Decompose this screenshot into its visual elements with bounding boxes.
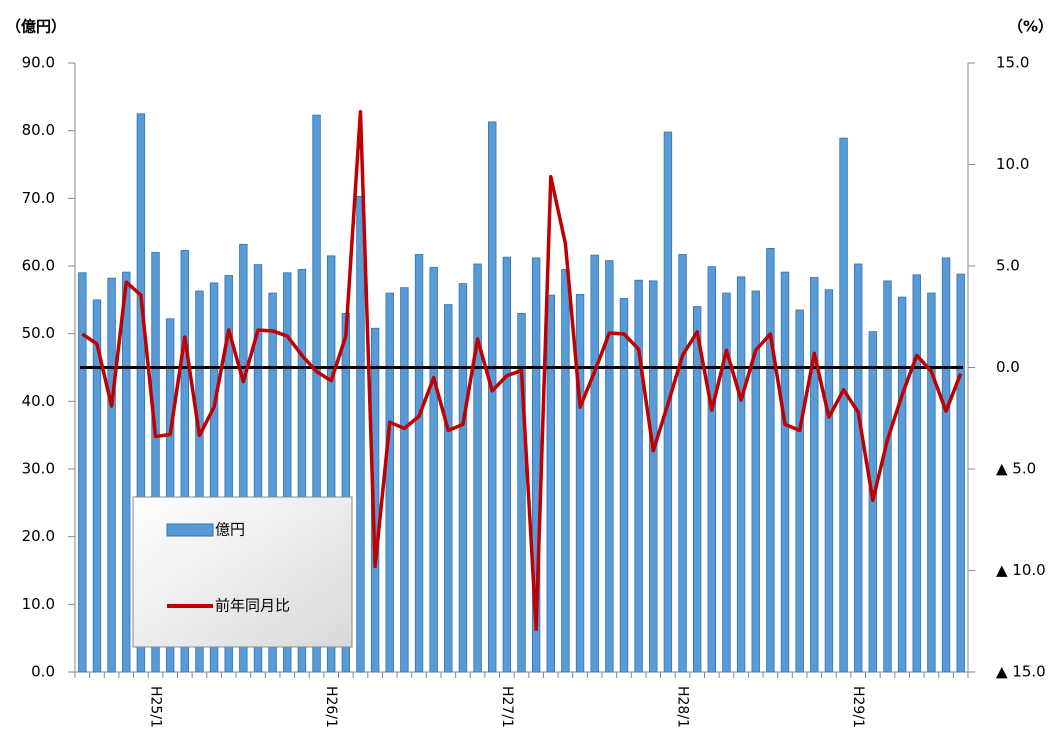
bar — [736, 276, 746, 673]
bar — [92, 299, 102, 673]
legend-label: 前年同月比 — [215, 597, 290, 615]
bar — [429, 266, 438, 673]
bar — [692, 306, 702, 673]
bar — [956, 273, 965, 673]
bar — [766, 248, 775, 673]
bar — [561, 268, 570, 673]
bar — [239, 243, 248, 673]
bar — [400, 287, 409, 673]
legend-swatch — [166, 523, 214, 537]
bar — [590, 254, 599, 673]
y-tick-label: 20.0 — [22, 527, 55, 545]
y-tick-label: 80.0 — [22, 121, 55, 139]
bar — [224, 275, 233, 673]
line — [81, 109, 963, 632]
bar — [897, 296, 907, 673]
bar — [165, 318, 175, 673]
bar — [297, 268, 307, 673]
y2-tick-label: 10.0 — [996, 155, 1029, 173]
bar — [180, 250, 189, 673]
bar — [649, 280, 658, 673]
bar — [385, 292, 394, 673]
legend-label: 億円 — [215, 521, 245, 539]
bar — [707, 266, 717, 673]
x-tick-label: H29/1 — [850, 686, 866, 728]
bar — [839, 137, 848, 673]
bar — [824, 289, 834, 673]
x-tick-label: H26/1 — [323, 686, 339, 728]
y2-tick-label: ▲ 15.0 — [996, 663, 1046, 681]
y2-axis-unit: （%） — [1008, 18, 1053, 36]
bar — [444, 304, 453, 673]
bar — [326, 255, 336, 673]
bar — [122, 271, 131, 673]
y-tick-label: 50.0 — [22, 324, 55, 342]
bar — [283, 272, 292, 673]
y-axis-unit: （億円） — [6, 18, 66, 36]
bar — [722, 292, 731, 673]
bar — [927, 292, 936, 673]
bar — [136, 113, 146, 673]
y2-tick-label: ▲ 10.0 — [996, 561, 1046, 579]
y-tick-label: 30.0 — [22, 460, 55, 478]
bar — [854, 263, 863, 673]
x-tick-label: H25/1 — [148, 686, 164, 728]
bar — [268, 292, 277, 673]
bar — [414, 254, 424, 673]
bar — [795, 309, 804, 673]
bar — [488, 121, 497, 673]
y-tick-label: 60.0 — [22, 257, 55, 275]
y-tick-label: 70.0 — [22, 189, 55, 207]
bar — [634, 279, 643, 673]
bar — [253, 264, 263, 673]
x-tick-label: H28/1 — [675, 686, 691, 728]
bar — [546, 294, 555, 673]
bar — [780, 271, 790, 673]
bar — [883, 280, 892, 673]
bar — [605, 260, 614, 673]
bar — [502, 256, 512, 673]
y2-tick-label: 15.0 — [996, 54, 1029, 72]
bar — [312, 114, 321, 673]
bar — [575, 294, 585, 673]
y-tick-label: 10.0 — [22, 595, 55, 613]
bar — [107, 277, 116, 673]
y2-tick-label: 0.0 — [996, 358, 1020, 376]
y2-tick-label: ▲ 5.0 — [996, 460, 1036, 478]
bar — [473, 263, 482, 673]
bar — [78, 272, 87, 673]
y-tick-label: 40.0 — [22, 392, 55, 410]
bar — [151, 252, 160, 673]
bar — [356, 195, 365, 673]
x-tick-label: H27/1 — [499, 686, 515, 728]
bar — [912, 274, 921, 673]
legend-box — [132, 496, 353, 648]
bar — [810, 277, 819, 673]
bar — [619, 298, 629, 673]
bar — [751, 290, 760, 673]
bar — [209, 282, 219, 673]
bar — [517, 312, 526, 673]
bar — [458, 283, 468, 673]
y-tick-label: 90.0 — [22, 54, 55, 72]
bar — [678, 254, 687, 673]
y2-tick-label: 5.0 — [996, 257, 1020, 275]
bar — [941, 257, 951, 673]
bar — [195, 290, 204, 673]
y-tick-label: 0.0 — [31, 663, 55, 681]
